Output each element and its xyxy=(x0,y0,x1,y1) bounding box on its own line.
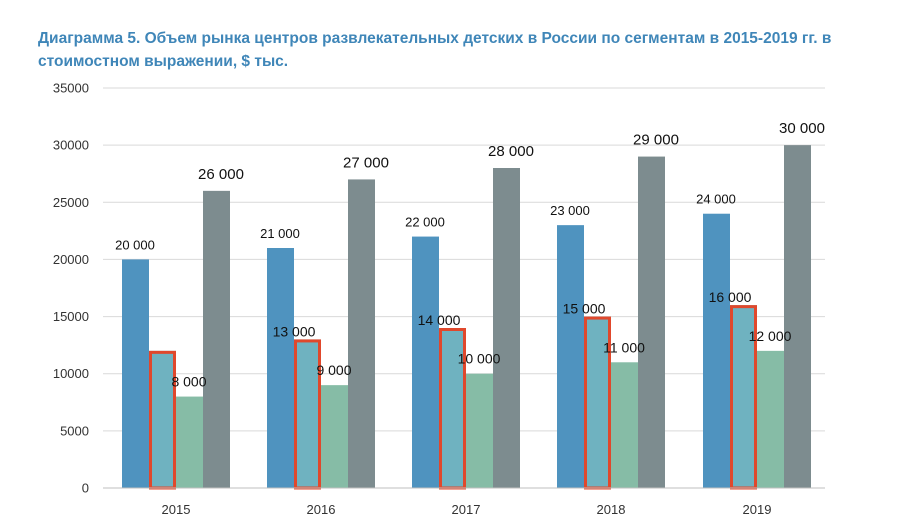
y-tick-label: 35000 xyxy=(53,81,89,96)
bar xyxy=(439,328,466,488)
bars xyxy=(122,145,811,490)
bar xyxy=(267,248,294,488)
data-label: 30 000 xyxy=(779,120,825,137)
x-tick-label: 2015 xyxy=(162,502,191,517)
bar xyxy=(149,350,176,488)
y-tick-label: 15000 xyxy=(53,309,89,324)
data-label: 26 000 xyxy=(198,166,244,183)
data-label: 8 000 xyxy=(171,374,206,390)
bar xyxy=(294,339,321,488)
x-tick-label: 2017 xyxy=(452,502,481,517)
x-axis: 2015 2016 2017 2018 2019 xyxy=(103,487,825,517)
bar xyxy=(757,350,784,488)
data-label: 24 000 xyxy=(696,192,736,207)
bar xyxy=(176,396,203,488)
bar xyxy=(584,316,611,488)
y-tick-label: 25000 xyxy=(53,195,89,210)
bar xyxy=(203,190,230,488)
x-tick-label: 2016 xyxy=(307,502,336,517)
data-label: 12 000 xyxy=(749,328,792,344)
y-tick-label: 5000 xyxy=(60,423,89,438)
bar xyxy=(321,385,348,488)
bar xyxy=(784,145,811,488)
data-label: 13 000 xyxy=(273,323,316,339)
bar xyxy=(348,179,375,488)
data-label: 28 000 xyxy=(488,143,534,160)
data-label: 15 000 xyxy=(563,301,606,317)
y-tick-label: 20000 xyxy=(53,252,89,267)
data-label: 23 000 xyxy=(550,203,590,218)
data-label: 27 000 xyxy=(343,154,389,171)
data-label: 9 000 xyxy=(316,362,351,378)
data-label: 11 000 xyxy=(603,339,645,355)
data-label: 14 000 xyxy=(418,312,461,328)
bar xyxy=(466,373,493,488)
bar xyxy=(611,362,638,488)
y-tick-label: 10000 xyxy=(53,366,89,381)
y-tick-label: 30000 xyxy=(53,138,89,153)
bar xyxy=(638,156,665,489)
bar xyxy=(493,168,520,488)
bar xyxy=(122,259,149,488)
y-axis: 0 5000 10000 15000 20000 25000 30000 35000 xyxy=(53,81,89,496)
data-labels: 20 000 21 000 22 000 23 000 24 000 13 000 14 0… xyxy=(115,120,825,389)
bar xyxy=(703,213,730,488)
bar xyxy=(730,305,757,488)
data-label: 10 000 xyxy=(458,351,501,367)
chart-title: Диаграмма 5. Объем рынка центров развлек… xyxy=(38,30,832,70)
x-tick-label: 2018 xyxy=(597,502,626,517)
x-tick-label: 2019 xyxy=(743,502,772,517)
data-label: 21 000 xyxy=(260,226,300,241)
bar xyxy=(412,236,439,488)
data-label: 29 000 xyxy=(633,132,679,149)
data-label: 22 000 xyxy=(405,215,445,230)
bar xyxy=(557,225,584,488)
data-label: 20 000 xyxy=(115,237,155,252)
data-label: 16 000 xyxy=(709,289,752,305)
y-tick-label: 0 xyxy=(82,481,89,496)
